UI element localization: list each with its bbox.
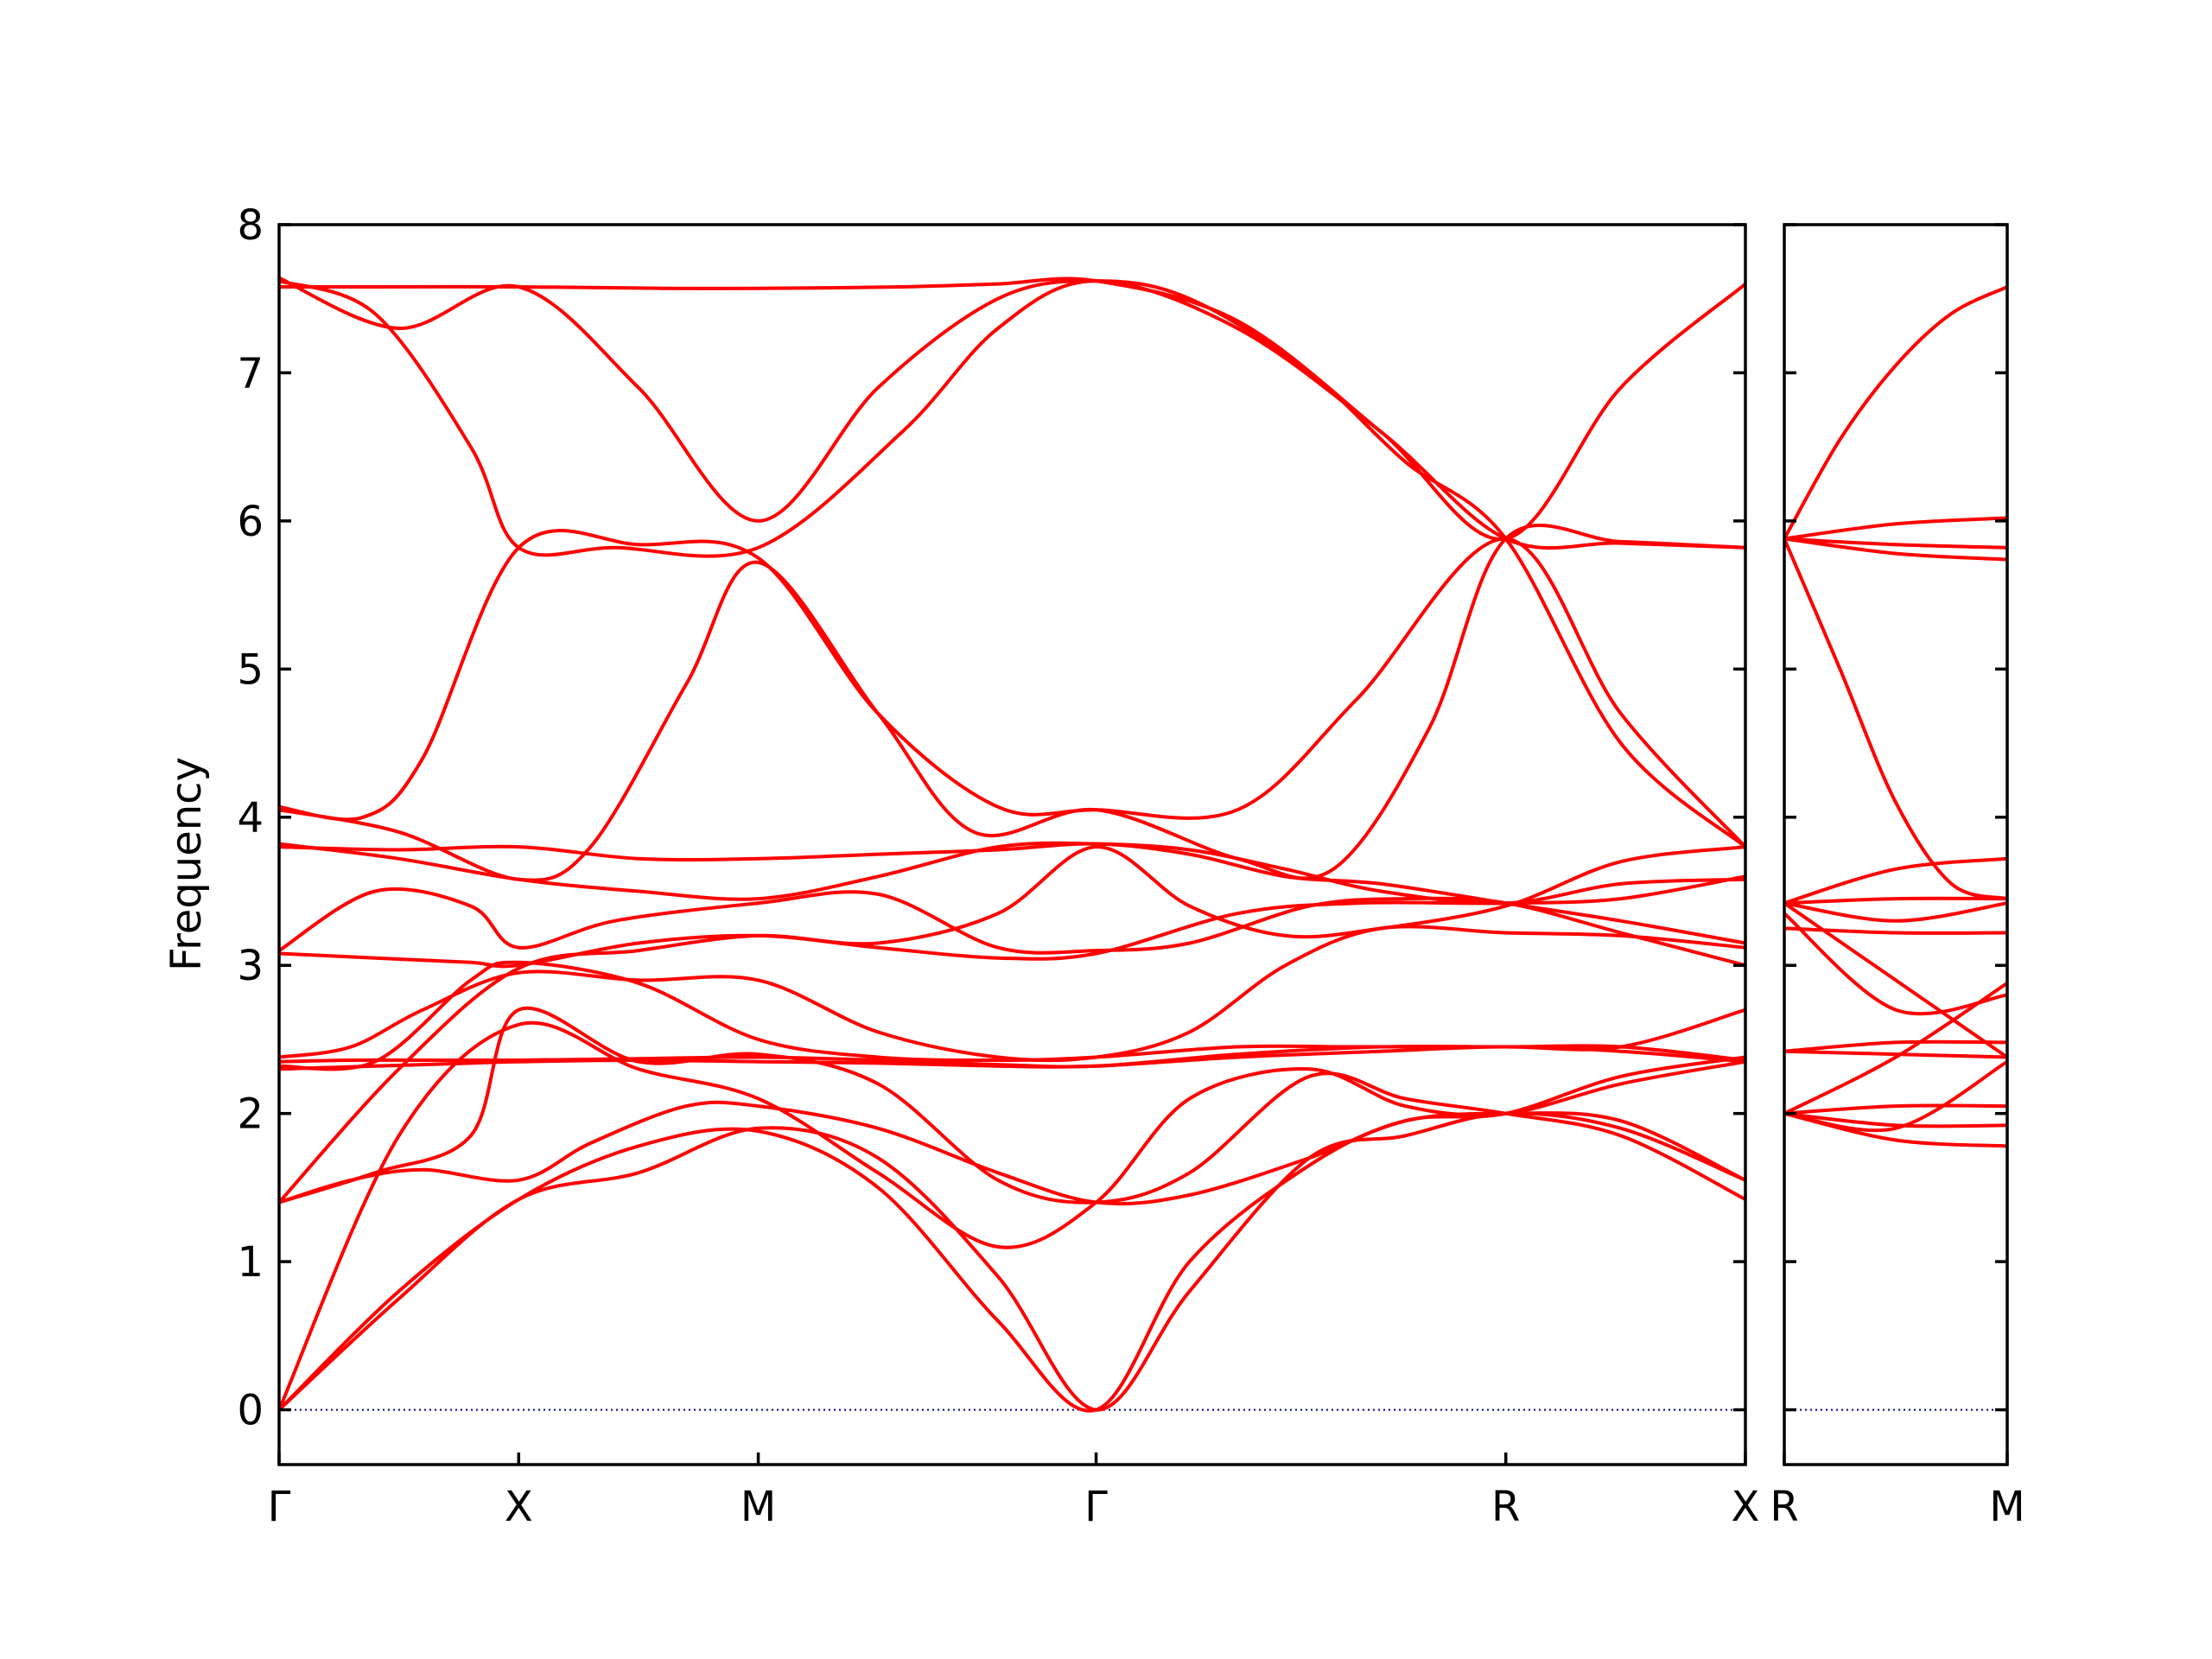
band-11 [279,925,1745,1063]
band-5 [1784,537,2007,901]
x-tick-label: M [1989,1483,2024,1531]
y-tick-label: 5 [237,645,264,694]
band-1 [279,279,1745,558]
y-tick-label: 4 [237,794,264,842]
band-9 [279,874,1745,969]
panel-frame [1783,223,2009,1466]
band-15 [1784,1103,2007,1116]
band-12 [1784,1039,2007,1053]
y-tick-label: 1 [237,1238,264,1287]
band-1 [1784,285,2007,541]
x-tick-label: X [505,1483,533,1531]
band-7 [279,842,1745,945]
band-8 [279,887,1745,968]
band-17 [279,1020,1745,1412]
panel-frame [277,223,1747,1466]
y-tick-label: 2 [237,1090,264,1139]
band-2 [1784,516,2007,541]
y-tick-label: 0 [237,1387,264,1435]
band-16 [1784,1111,2007,1128]
band-4 [279,529,1745,849]
x-tick-label: R [1491,1483,1520,1531]
y-tick-label: 8 [237,201,264,250]
y-axis-label: Frequency [162,757,211,971]
band-9 [1784,901,2007,1059]
band-14 [279,1045,1745,1071]
band-7 [1784,896,2007,906]
band-18 [1784,1059,2007,1133]
x-tick-label: Γ [1084,1483,1108,1531]
band-10 [1784,926,2007,935]
y-tick-label: 7 [237,349,264,397]
band-16 [279,1006,1745,1205]
band-3 [1784,537,2007,550]
x-tick-label: M [741,1483,776,1531]
band-14 [1784,981,2007,1116]
y-tick-label: 3 [237,942,264,990]
band-4 [1784,537,2007,562]
band-13 [1784,1049,2007,1059]
band-10 [279,845,1745,1205]
x-tick-label: R [1770,1483,1798,1531]
bands [1784,285,2007,1148]
band-8 [1784,901,2007,923]
bands [279,276,1745,1413]
band-18 [279,1111,1745,1412]
band-3 [279,276,1745,849]
panel-1: 0 1 2 3 4 5 6 7 8 Γ X M Γ R X [237,201,1759,1531]
band-5 [279,524,1745,882]
band-19 [279,1055,1745,1413]
band-6 [279,841,1745,906]
band-6 [1784,856,2007,906]
x-tick-label: Γ [268,1483,291,1531]
x-tick-label: X [1732,1483,1760,1531]
y-tick-label: 6 [237,498,264,546]
